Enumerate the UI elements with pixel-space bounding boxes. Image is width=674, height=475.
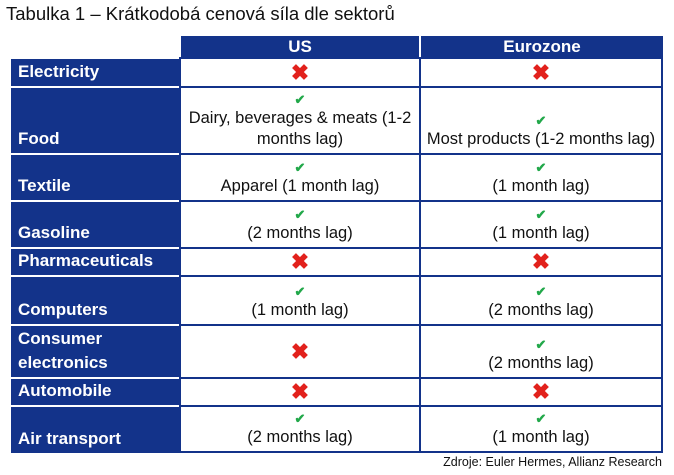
table-row: Automobile ✖ ✖ [11,377,663,405]
cross-icon: ✖ [290,59,310,85]
eurozone-cell: ✔ (1 month lag) [419,200,663,247]
table-row: Textile ✔ Apparel (1 month lag) ✔ (1 month l… [11,153,663,200]
sector-label: Gasoline [11,200,179,247]
lag-note: Apparel (1 month lag) [220,177,380,195]
lag-note: (1 month lag) [492,177,590,195]
eurozone-cell: ✖ [419,377,663,405]
sector-label: Consumer electronics [11,324,179,377]
eurozone-cell: ✔ (2 months lag) [419,324,663,377]
us-cell: ✔ (2 months lag) [179,405,419,453]
check-icon: ✔ [535,284,547,299]
check-icon: ✔ [294,160,306,175]
us-cell: ✖ [179,324,419,377]
table-row: Electricity ✖ ✖ [11,57,663,86]
cross-icon: ✖ [531,379,551,404]
cross-icon: ✖ [531,59,551,85]
lag-note: (1 month lag) [492,428,590,446]
check-icon: ✔ [294,284,306,299]
sector-label: Electricity [11,57,179,86]
cross-icon: ✖ [290,379,310,404]
cross-icon: ✖ [531,249,551,274]
table-row: Computers ✔ (1 month lag) ✔ (2 months lag) [11,275,663,324]
eurozone-cell: ✔ Most products (1-2 months lag) [419,86,663,153]
sector-label: Textile [11,153,179,200]
us-cell: ✔ Apparel (1 month lag) [179,153,419,200]
us-cell: ✔ (2 months lag) [179,200,419,247]
table-row: Air transport ✔ (2 months lag) ✔ (1 month la… [11,405,663,453]
check-icon: ✔ [535,113,547,128]
lag-note: (2 months lag) [247,224,353,242]
lag-note: (1 month lag) [492,224,590,242]
eurozone-cell: ✖ [419,247,663,275]
table-row: Food ✔ Dairy, beverages & meats (1-2 month… [11,86,663,153]
table-title: Tabulka 1 – Krátkodobá cenová síla dle s… [6,3,395,24]
header-corner [11,36,179,57]
lag-note: (1 month lag) [251,301,349,319]
us-cell: ✖ [179,247,419,275]
eurozone-cell: ✔ (2 months lag) [419,275,663,324]
us-cell: ✔ (1 month lag) [179,275,419,324]
us-cell: ✖ [179,57,419,86]
check-icon: ✔ [535,207,547,222]
sector-label: Automobile [11,377,179,405]
sector-label: Pharmaceuticals [11,247,179,275]
check-icon: ✔ [294,207,306,222]
check-icon: ✔ [294,92,306,107]
lag-note: (2 months lag) [488,354,594,372]
eurozone-cell: ✖ [419,57,663,86]
lag-note: Most products (1-2 months lag) [426,130,656,148]
sector-label: Food [11,86,179,153]
column-header-eurozone: Eurozone [419,36,663,57]
header-row: US Eurozone [11,36,663,57]
column-header-us: US [179,36,419,57]
sector-label: Computers [11,275,179,324]
cross-icon: ✖ [290,249,310,274]
check-icon: ✔ [535,337,547,352]
sector-label: Air transport [11,405,179,453]
lag-note: Dairy, beverages & meats (1-2 months lag… [188,109,412,148]
eurozone-cell: ✔ (1 month lag) [419,153,663,200]
eurozone-cell: ✔ (1 month lag) [419,405,663,453]
us-cell: ✖ [179,377,419,405]
cross-icon: ✖ [290,338,310,364]
check-icon: ✔ [535,411,547,426]
us-cell: ✔ Dairy, beverages & meats (1-2 months la… [179,86,419,153]
table-row: Consumer electronics ✖ ✔ (2 months lag) [11,324,663,377]
sector-pricing-table: US Eurozone Electricity ✖ ✖ Food ✔ Dairy, bev… [11,36,663,453]
table-row: Pharmaceuticals ✖ ✖ [11,247,663,275]
table-row: Gasoline ✔ (2 months lag) ✔ (1 month lag) [11,200,663,247]
lag-note: (2 months lag) [488,301,594,319]
source-note: Zdroje: Euler Hermes, Allianz Research [443,455,662,469]
check-icon: ✔ [535,160,547,175]
lag-note: (2 months lag) [247,428,353,446]
check-icon: ✔ [294,411,306,426]
